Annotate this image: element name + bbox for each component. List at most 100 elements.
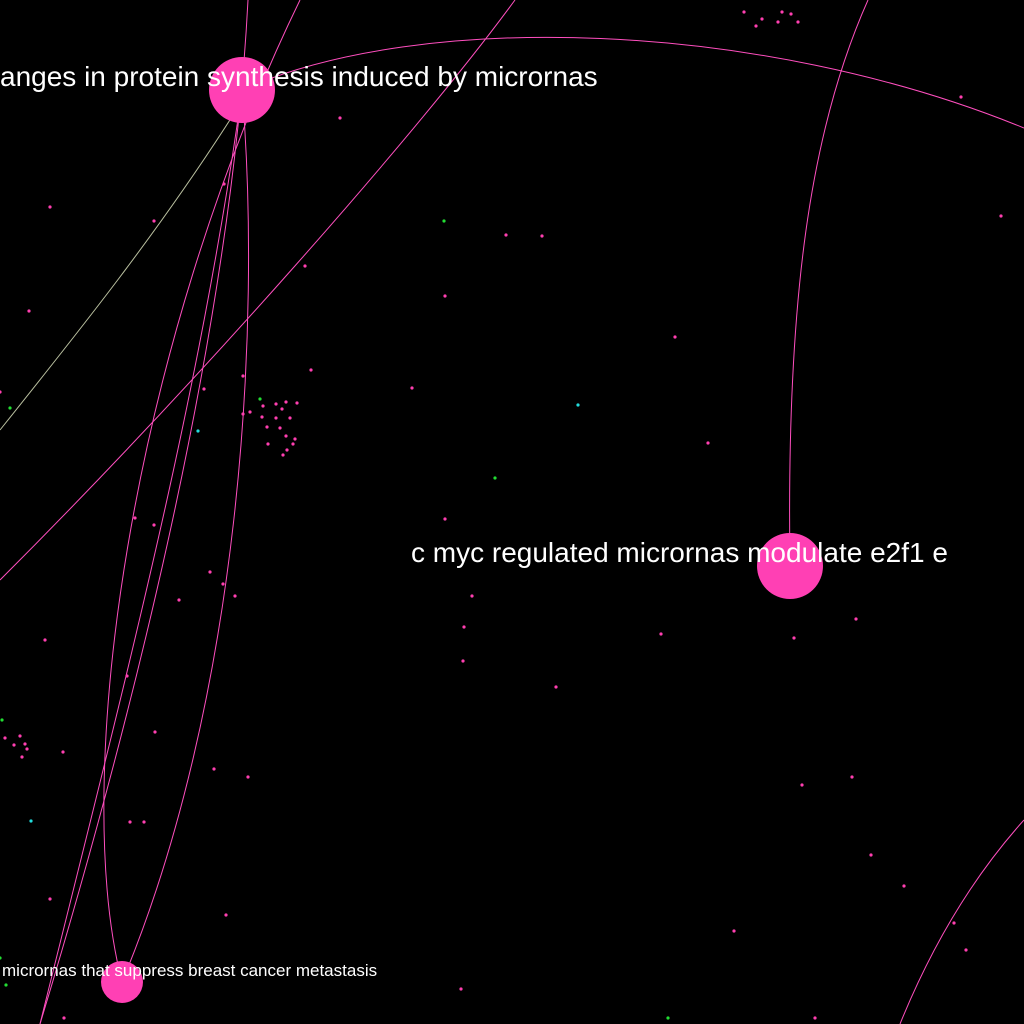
minor-node-pink [706,441,710,445]
minor-node-pink [152,523,156,527]
edge-cmyc-vertical [789,0,869,567]
minor-node-pink [854,617,858,621]
minor-node-pink [659,632,663,636]
minor-node-pink [12,743,16,747]
minor-node-pink [222,182,226,186]
minor-nodes [0,10,1003,1020]
minor-node-pink [284,434,288,438]
minor-node-pink [780,10,784,14]
minor-node-pink [212,767,216,771]
label-protein-synthesis: anges in protein synthesis induced by mi… [0,61,598,92]
minor-node-pink [293,437,297,441]
minor-node-pink [461,659,465,663]
minor-node-green [493,476,497,480]
minor-node-pink [959,95,963,99]
minor-node-pink [20,755,24,759]
minor-node-pink [18,734,22,738]
minor-node-pink [732,929,736,933]
minor-node-green [0,718,4,722]
minor-node-pink [789,12,793,16]
minor-node-green [666,1016,670,1020]
minor-node-pink [48,205,52,209]
minor-node-pink [776,20,780,24]
minor-node-pink [902,884,906,888]
minor-node-pink [443,294,447,298]
minor-node-pink [125,674,129,678]
minor-node-pink [278,426,282,430]
node-protein-synthesis[interactable] [209,57,275,123]
edge-pale-left [0,111,236,431]
minor-node-pink [153,730,157,734]
minor-node-pink [27,309,31,313]
minor-node-cyan [576,403,580,407]
minor-node-pink [280,407,284,411]
minor-node-pink [850,775,854,779]
minor-node-pink [62,1016,66,1020]
edge-protein-to-breast-vertical [121,89,250,983]
minor-node-pink [43,638,47,642]
minor-node-pink [285,448,289,452]
minor-node-pink [792,636,796,640]
minor-node-pink [459,987,463,991]
edge-protein-to-bottom-left [39,89,243,1024]
minor-node-pink [443,517,447,521]
minor-node-pink [540,234,544,238]
minor-node-green [0,956,2,960]
label-cmyc: c myc regulated micrornas modulate e2f1 … [411,537,948,568]
minor-node-green [4,983,8,987]
minor-node-pink [241,412,245,416]
minor-node-pink [869,853,873,857]
minor-node-pink [470,594,474,598]
minor-node-pink [999,214,1003,218]
edge-long-diagonal [0,0,516,581]
minor-node-pink [274,402,278,406]
minor-node-pink [462,625,466,629]
minor-node-pink [0,390,2,394]
minor-node-pink [800,783,804,787]
minor-node-pink [754,24,758,28]
minor-node-pink [281,453,285,457]
minor-node-pink [673,335,677,339]
minor-node-pink [291,442,295,446]
minor-node-pink [202,387,206,391]
minor-node-pink [266,442,270,446]
minor-node-pink [177,598,181,602]
minor-node-pink [261,404,265,408]
minor-node-pink [246,775,250,779]
minor-node-pink [221,582,225,586]
minor-node-pink [224,913,228,917]
minor-node-pink [265,425,269,429]
node-cmyc[interactable] [757,533,823,599]
minor-node-pink [288,416,292,420]
minor-node-pink [152,219,156,223]
minor-node-pink [48,897,52,901]
edge-top-left-curve [39,0,249,1024]
minor-node-pink [760,17,764,21]
minor-node-pink [142,820,146,824]
minor-node-pink [504,233,508,237]
minor-node-pink [742,10,746,14]
minor-node-pink [61,750,65,754]
minor-node-pink [952,921,956,925]
minor-node-pink [23,742,27,746]
node-breast-cancer[interactable] [101,961,143,1003]
minor-node-pink [25,747,29,751]
minor-node-green [442,219,446,223]
minor-node-pink [309,368,313,372]
minor-node-pink [303,264,307,268]
minor-node-pink [813,1016,817,1020]
node-labels: anges in protein synthesis induced by mi… [0,61,948,980]
edge-protein-to-cmyc-arc [241,36,1024,129]
minor-node-pink [284,400,288,404]
minor-node-pink [128,820,132,824]
minor-node-pink [274,416,278,420]
minor-node-pink [964,948,968,952]
minor-node-green [258,397,262,401]
minor-node-cyan [196,429,200,433]
minor-node-pink [796,20,800,24]
label-breast-cancer: micrornas that suppress breast cancer me… [2,961,377,980]
minor-node-pink [233,594,237,598]
minor-node-pink [410,386,414,390]
